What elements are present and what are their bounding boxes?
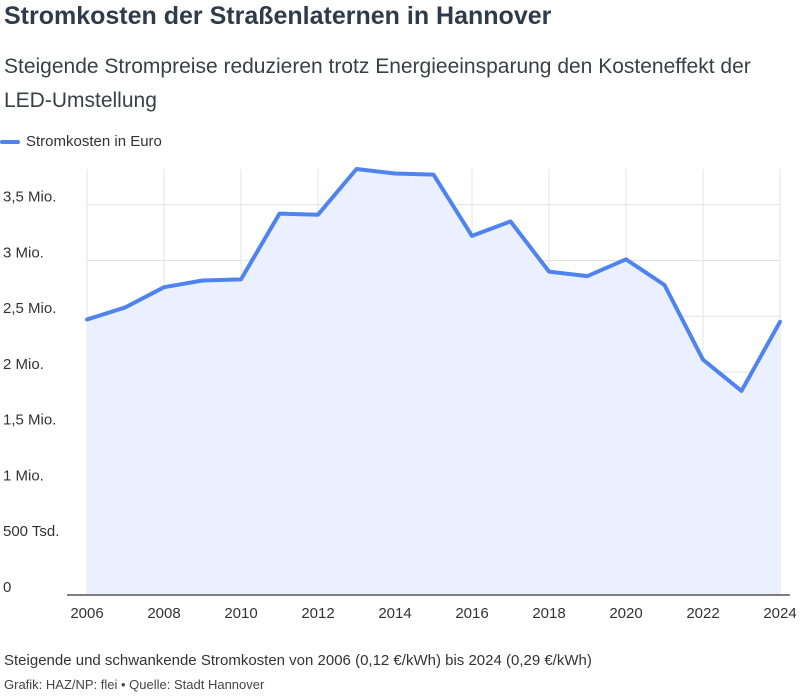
source-credit: Grafik: HAZ/NP: flei • Quelle: Stadt Han… — [4, 677, 265, 692]
x-tick-label: 2018 — [532, 605, 565, 620]
data-point — [508, 219, 513, 224]
x-tick-label: 2020 — [609, 605, 642, 620]
data-point — [239, 277, 244, 282]
x-tick-label: 2016 — [455, 605, 488, 620]
y-tick-label: 3,5 Mio. — [3, 189, 56, 206]
y-tick-label: 2 Mio. — [3, 356, 44, 373]
data-point — [585, 274, 590, 279]
line-chart: 0 500 Tsd. 1 Mio. 1,5 Mio. 2 Mio. 2,5 Mio. 3 M… — [3, 167, 797, 620]
x-tick-label: 2014 — [378, 605, 411, 620]
chart-title: Stromkosten der Straßenlaternen in Hanno… — [4, 2, 552, 30]
data-point — [739, 388, 744, 393]
x-tick-label: 2024 — [763, 605, 796, 620]
data-point — [393, 171, 398, 176]
data-point — [277, 211, 282, 216]
data-point — [470, 233, 475, 238]
y-tick-label: 1 Mio. — [3, 467, 44, 484]
data-point — [354, 167, 359, 172]
x-tick-label: 2012 — [301, 605, 334, 620]
legend-swatch — [0, 139, 20, 144]
y-tick-label: 3 Mio. — [3, 244, 44, 261]
legend-label: Stromkosten in Euro — [26, 133, 162, 150]
y-tick-label: 1,5 Mio. — [3, 412, 56, 429]
legend: Stromkosten in Euro — [0, 133, 162, 150]
area-fill — [87, 169, 780, 595]
data-point — [200, 278, 205, 283]
x-tick-label: 2008 — [147, 605, 180, 620]
x-tick-label: 2022 — [686, 605, 719, 620]
chart-subtitle: Steigende Strompreise reduzieren trotz E… — [4, 55, 751, 112]
data-point — [123, 305, 128, 310]
data-point — [778, 319, 783, 324]
data-point — [431, 172, 436, 177]
data-point — [316, 212, 321, 217]
data-point — [162, 285, 167, 290]
data-point — [701, 357, 706, 362]
data-point — [662, 283, 667, 288]
x-tick-label: 2010 — [224, 605, 257, 620]
data-point — [624, 257, 629, 262]
x-tick-label: 2006 — [70, 605, 103, 620]
y-tick-label: 0 — [3, 579, 11, 596]
data-point — [85, 317, 90, 322]
footnote: Steigende und schwankende Stromkosten vo… — [4, 652, 592, 669]
data-point — [547, 269, 552, 274]
y-tick-label: 500 Tsd. — [3, 523, 59, 540]
series-line — [85, 167, 782, 393]
y-tick-label: 2,5 Mio. — [3, 300, 56, 317]
